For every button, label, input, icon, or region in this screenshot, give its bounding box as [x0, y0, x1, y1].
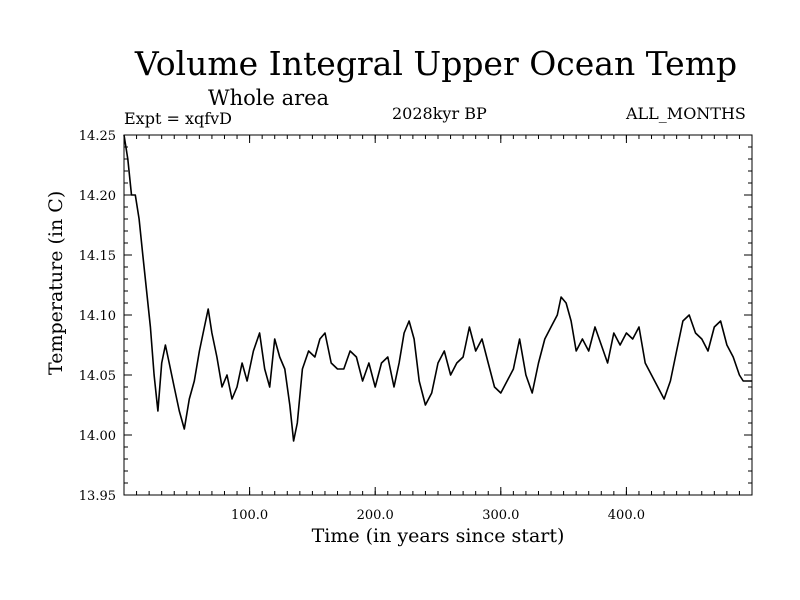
x-axis-label: Time (in years since start): [311, 525, 565, 547]
y-axis-label: Temperature (in C): [45, 190, 67, 375]
y-tick-label: 14.25: [79, 129, 116, 144]
x-tick-label: 100.0: [231, 508, 268, 523]
chart-title: Volume Integral Upper Ocean Temp: [134, 44, 738, 83]
x-tick-label: 200.0: [357, 508, 394, 523]
x-tick-label: 400.0: [608, 508, 645, 523]
y-tick-label: 14.15: [79, 249, 116, 264]
chart-subtitle: Whole area: [208, 86, 330, 110]
plot-frame: [123, 134, 753, 496]
x-tick-label: 300.0: [482, 508, 519, 523]
period-label: 2028kyr BP: [392, 104, 487, 123]
months-label: ALL_MONTHS: [626, 104, 746, 123]
axis-tick-labels: 13.95 14.00 14.05 14.10 14.15 14.20 14.25 100.0…: [79, 129, 645, 523]
y-tick-label: 14.10: [79, 309, 116, 324]
y-tick-label: 14.20: [79, 189, 116, 204]
experiment-label: Expt = xqfvD: [124, 109, 233, 128]
axis-ticks: [124, 134, 752, 496]
series-line-temperature: [123, 134, 752, 442]
y-tick-label: 13.95: [79, 489, 116, 504]
y-tick-label: 14.05: [79, 369, 116, 384]
y-tick-label: 14.00: [79, 429, 116, 444]
